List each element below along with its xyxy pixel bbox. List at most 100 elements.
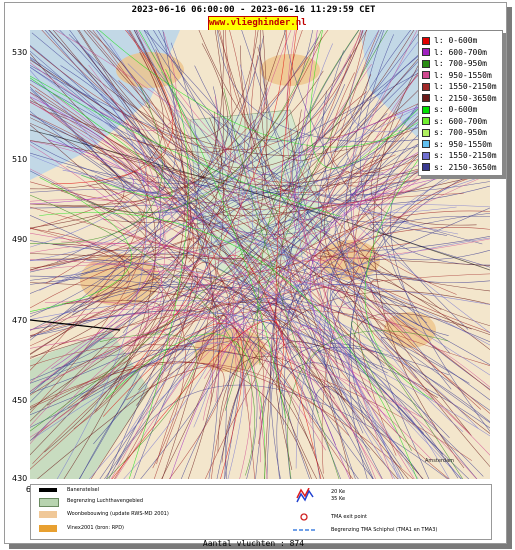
flight-track: [204, 129, 442, 479]
flight-track: [321, 172, 490, 474]
legend-item: s: 950-1550m: [422, 139, 492, 150]
flight-track: [287, 330, 449, 479]
flight-track: [30, 43, 229, 206]
flight-track: [217, 355, 424, 479]
flight-track: [228, 254, 322, 479]
flight-track: [30, 93, 173, 244]
flight-track: [284, 30, 469, 330]
flight-track: [264, 109, 302, 479]
flight-track: [151, 150, 490, 333]
legend-item: l: 600-700m: [422, 47, 487, 58]
flight-track: [293, 30, 318, 230]
noise-contour-icon: [296, 488, 314, 503]
runway-label: Banenstelsel: [67, 487, 100, 493]
y-tick-label: 530: [12, 48, 28, 57]
flight-track: [167, 313, 490, 437]
flight-track: [30, 86, 219, 318]
flight-track: [129, 30, 214, 404]
flight-track: [327, 215, 490, 468]
flight-track: [30, 259, 227, 361]
flight-track: [30, 144, 147, 203]
flight-track: [77, 30, 322, 214]
flight-track: [297, 142, 490, 334]
flight-track: [353, 312, 490, 398]
flight-track: [259, 139, 374, 479]
legend-label: l: 950-1550m: [434, 70, 492, 80]
flight-track: [312, 386, 420, 479]
flight-track: [30, 134, 149, 371]
flight-track: [195, 270, 409, 479]
flight-track: [30, 83, 163, 245]
flight-track: [350, 30, 449, 336]
flight-track: [346, 30, 412, 174]
flight-track: [30, 189, 205, 274]
flight-track: [30, 64, 251, 196]
flight-track: [337, 300, 470, 479]
y-tick-label: 470: [12, 316, 28, 325]
flight-track: [369, 224, 490, 268]
flight-track: [30, 168, 163, 383]
flight-track: [30, 269, 381, 442]
flight-track: [138, 30, 286, 418]
flight-track: [176, 30, 415, 225]
flight-track: [30, 186, 146, 414]
flight-track: [106, 275, 197, 479]
flight-track: [51, 30, 173, 185]
map-place-label: Amsterdam: [425, 458, 455, 464]
flight-track: [203, 304, 490, 388]
flight-track: [30, 69, 383, 352]
housing-swatch: [39, 511, 57, 518]
site-link[interactable]: www.vlieghinder.nl: [208, 16, 307, 31]
flight-track: [30, 300, 312, 370]
flight-track: [273, 267, 380, 479]
tma-exit-label: TMA exit point: [331, 514, 368, 520]
legend-swatch: [422, 59, 430, 68]
flight-track: [89, 364, 212, 479]
flight-track: [39, 212, 418, 479]
page-title: 2023-06-16 06:00:00 - 2023-06-16 11:29:5…: [131, 5, 376, 15]
map-frame: 2023-06-16 06:00:00 - 2023-06-16 11:29:5…: [4, 2, 507, 548]
flight-track: [30, 336, 436, 426]
flight-track: [48, 30, 477, 156]
altitude-legend: l: 0-600m l: 600-700m l: 700-950m l: 950-15…: [418, 30, 503, 176]
flight-track: [30, 77, 173, 199]
legend-swatch: [422, 163, 430, 171]
flight-track: [286, 30, 457, 295]
legend-item: s: 700-950m: [422, 127, 487, 138]
flight-track: [52, 30, 438, 399]
flight-track: [30, 117, 396, 470]
flight-track: [250, 55, 450, 479]
flight-track: [185, 181, 401, 479]
legend-swatch: [422, 117, 430, 125]
legend-item: s: 600-700m: [422, 116, 487, 127]
flight-track: [32, 227, 490, 464]
flight-track: [30, 101, 199, 263]
legend-swatch: [422, 36, 430, 45]
flight-track: [45, 30, 329, 284]
flight-track: [331, 297, 417, 479]
flight-track: [88, 30, 191, 329]
y-tick-label: 510: [12, 155, 28, 164]
flight-track: [30, 153, 236, 338]
legend-item: l: 1550-2150m: [422, 81, 497, 92]
flight-track: [169, 186, 389, 479]
flight-track: [30, 206, 349, 293]
legend-swatch: [422, 140, 430, 148]
flight-track: [373, 30, 465, 469]
flight-track: [305, 30, 372, 152]
tma-boundary-label: Begrenzing TMA Schiphol (TMA1 en TMA3): [331, 527, 438, 533]
legend-label: l: 1550-2150m: [434, 82, 497, 91]
boundary-line: [30, 319, 121, 331]
tma-exit-icon: [300, 513, 308, 521]
flight-track: [165, 341, 245, 479]
flight-track: [356, 309, 490, 434]
legend-item: l: 950-1550m: [422, 70, 492, 81]
flight-track: [104, 55, 470, 479]
flight-track: [112, 154, 373, 479]
flight-track: [30, 83, 346, 381]
flight-track: [99, 330, 170, 479]
flight-track: [30, 101, 207, 272]
flight-track: [86, 30, 404, 193]
flight-track: [352, 30, 459, 343]
flight-track: [284, 169, 394, 479]
